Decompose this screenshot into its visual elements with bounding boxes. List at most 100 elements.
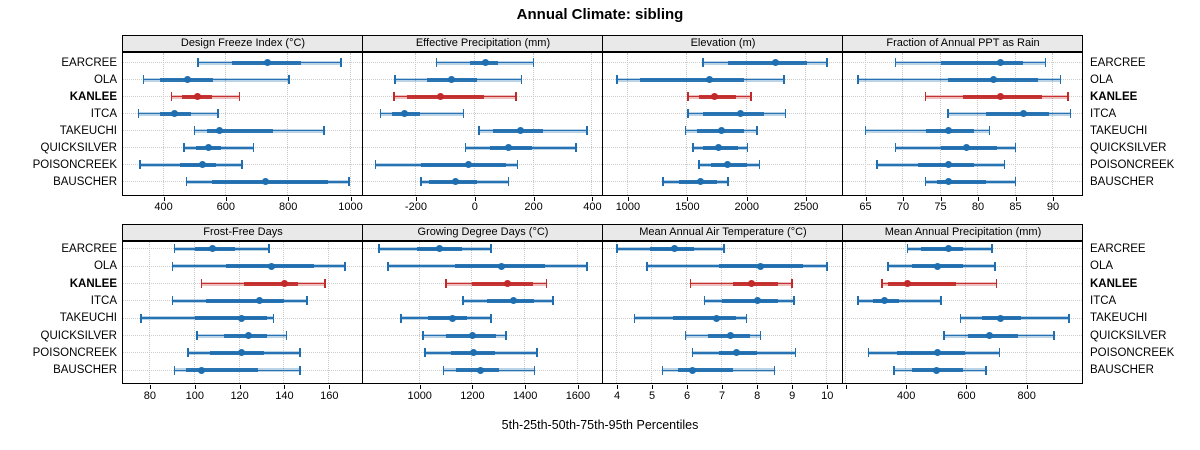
median-dot-quicksilver bbox=[963, 144, 971, 152]
whisker-cap-low-kanlee bbox=[445, 279, 447, 288]
site-label-takeuchi-right: TAKEUCHI bbox=[1090, 312, 1148, 325]
whisker-cap-low-takeuchi bbox=[864, 126, 867, 136]
iqr-bar-25-75-earcree bbox=[921, 246, 964, 251]
median-dot-earcree bbox=[671, 245, 679, 253]
site-label-ola-left: OLA bbox=[93, 260, 117, 273]
axis-tick-label: 120 bbox=[230, 390, 249, 402]
axis-tick-label: 400 bbox=[583, 201, 602, 213]
gridline-vertical bbox=[756, 242, 758, 383]
axis-tick-label: 400 bbox=[897, 390, 916, 402]
iqr-bar-25-75-bauscher bbox=[211, 179, 328, 184]
chart-caption: 5th-25th-50th-75th-95th Percentiles bbox=[501, 418, 699, 432]
axis-tick bbox=[906, 385, 908, 389]
axis-tick bbox=[1053, 197, 1054, 201]
whisker-cap-high-ola bbox=[344, 261, 346, 271]
axis-tick-label: 1500 bbox=[675, 201, 700, 213]
whisker-cap-low-earcree bbox=[197, 58, 199, 67]
whisker-cap-low-takeuchi bbox=[633, 313, 636, 323]
axis-tick-label: 1400 bbox=[512, 390, 538, 402]
median-dot-bauscher bbox=[476, 366, 484, 374]
gridline-horizontal bbox=[123, 96, 362, 98]
median-dot-ola bbox=[267, 262, 275, 270]
median-dot-ola bbox=[498, 262, 506, 270]
whisker-cap-low-bauscher bbox=[662, 177, 664, 187]
whisker-cap-low-earcree bbox=[894, 58, 897, 67]
site-label-takeuchi-left: TAKEUCHI bbox=[59, 312, 117, 325]
whisker-cap-low-itca bbox=[857, 296, 859, 306]
whisker-cap-high-poisoncreek bbox=[536, 348, 538, 358]
gridline-vertical bbox=[905, 242, 907, 383]
panel-design-freeze-index-c bbox=[122, 52, 363, 196]
strip-label-design-freeze-index-c: Design Freeze Index (°C) bbox=[180, 37, 306, 49]
iqr-bar-25-75-poisoncreek bbox=[179, 162, 217, 167]
whisker-cap-high-kanlee bbox=[750, 92, 752, 102]
whisker-cap-low-itca bbox=[687, 109, 689, 119]
axis-tick bbox=[687, 197, 689, 201]
median-dot-takeuchi bbox=[517, 127, 525, 135]
whisker-cap-high-ola bbox=[994, 261, 996, 271]
whisker-cap-high-poisoncreek bbox=[1003, 160, 1005, 170]
whisker-cap-high-earcree bbox=[490, 244, 492, 254]
whisker-line-itca bbox=[380, 112, 464, 115]
strip-effective-precipitation-mm: Effective Precipitation (mm) bbox=[362, 35, 603, 52]
median-dot-earcree bbox=[263, 59, 271, 66]
axis-tick-label: 100 bbox=[185, 390, 204, 402]
whisker-cap-high-itca bbox=[940, 296, 942, 306]
whisker-cap-high-quicksilver bbox=[1053, 331, 1055, 341]
whisker-cap-high-takeuchi bbox=[1068, 313, 1070, 323]
whisker-cap-low-kanlee bbox=[200, 279, 203, 288]
strip-label-effective-precipitation-mm: Effective Precipitation (mm) bbox=[415, 37, 551, 49]
whisker-cap-low-bauscher bbox=[893, 365, 895, 375]
panel-frost-free-days bbox=[122, 241, 363, 384]
panel-mean-annual-air-temperature-c bbox=[602, 241, 843, 384]
median-dot-earcree bbox=[482, 59, 490, 66]
median-dot-ola bbox=[757, 262, 765, 270]
whisker-cap-high-kanlee bbox=[791, 279, 793, 288]
whisker-cap-low-kanlee bbox=[924, 92, 927, 102]
axis-tick-label: 5 bbox=[648, 390, 656, 402]
gridline-vertical bbox=[193, 242, 195, 383]
median-dot-ola bbox=[934, 262, 942, 270]
gridline-vertical bbox=[791, 242, 793, 383]
whisker-cap-low-poisoncreek bbox=[424, 348, 426, 358]
axis-tick-label: 800 bbox=[1017, 390, 1036, 402]
whisker-cap-low-takeuchi bbox=[400, 313, 402, 323]
iqr-bar-25-75-itca bbox=[722, 298, 779, 303]
axis-tick bbox=[846, 385, 847, 389]
whisker-cap-low-bauscher bbox=[173, 365, 176, 375]
whisker-cap-high-earcree bbox=[268, 244, 270, 254]
axis-tick bbox=[903, 197, 904, 201]
median-dot-bauscher bbox=[261, 178, 269, 186]
iqr-bar-25-75-ola bbox=[639, 77, 745, 82]
gridline-vertical bbox=[902, 53, 903, 195]
whisker-cap-high-quicksilver bbox=[1014, 143, 1017, 153]
site-label-itca-right: ITCA bbox=[1090, 107, 1117, 120]
axis-tick bbox=[722, 385, 724, 389]
whisker-cap-low-earcree bbox=[702, 58, 704, 67]
axis-tick bbox=[350, 197, 352, 201]
whisker-cap-low-ola bbox=[646, 261, 648, 271]
whisker-cap-low-bauscher bbox=[185, 177, 188, 187]
whisker-cap-low-itca bbox=[703, 296, 706, 306]
whisker-cap-low-bauscher bbox=[661, 365, 664, 375]
median-dot-itca bbox=[509, 297, 517, 305]
site-label-kanlee-left: KANLEE bbox=[69, 277, 117, 290]
axis-tick bbox=[592, 197, 594, 201]
median-dot-kanlee bbox=[748, 280, 756, 287]
whisker-cap-low-takeuchi bbox=[684, 126, 687, 136]
whisker-cap-high-earcree bbox=[532, 58, 535, 67]
median-dot-poisoncreek bbox=[238, 349, 246, 357]
median-dot-poisoncreek bbox=[723, 161, 731, 169]
median-dot-kanlee bbox=[436, 93, 444, 101]
whisker-cap-high-ola bbox=[586, 261, 588, 271]
whisker-cap-high-kanlee bbox=[1067, 92, 1069, 102]
median-dot-quicksilver bbox=[204, 144, 212, 152]
iqr-bar-25-75-itca bbox=[205, 298, 285, 303]
median-dot-ola bbox=[448, 76, 456, 84]
axis-tick-label: 140 bbox=[275, 390, 294, 402]
axis-tick bbox=[757, 385, 759, 389]
median-dot-quicksilver bbox=[985, 332, 993, 340]
whisker-cap-high-kanlee bbox=[324, 279, 326, 288]
whisker-cap-low-quicksilver bbox=[894, 143, 897, 153]
median-dot-kanlee bbox=[710, 93, 718, 101]
